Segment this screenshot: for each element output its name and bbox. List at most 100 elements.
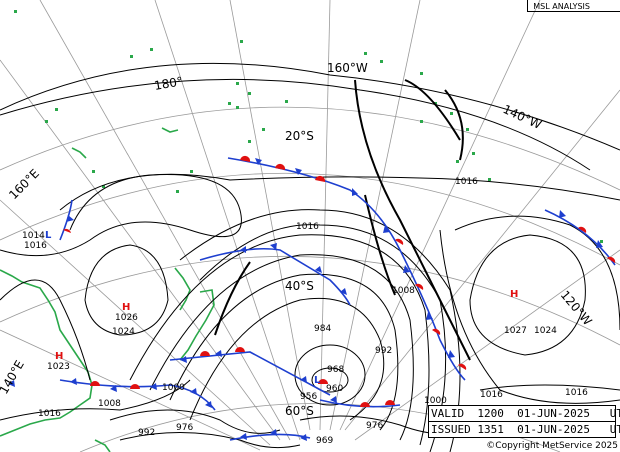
isobar-label: 1000: [162, 383, 185, 393]
troughs: [214, 79, 471, 361]
isobar-south-2: [119, 432, 301, 449]
isobar-west-wide: [0, 279, 91, 381]
isobar-east-outer: [454, 215, 620, 331]
isobar-north-2: [0, 78, 591, 171]
lat-label-60s: 60°S: [285, 404, 314, 418]
front-sw-2: [59, 379, 216, 411]
lon-label-120w: 120°W: [558, 288, 595, 328]
high-symbol-australia: H: [55, 351, 63, 362]
info-panel: VALID 1200 01-JUN-2025 UTC ISSUED 1351 0…: [428, 405, 620, 438]
isobar-label: 984: [314, 324, 331, 334]
pressure-centres: L 1014 H 1026 H 1023 H 1027 L 960: [22, 230, 527, 394]
issued-time: ISSUED 1351 01-JUN-2025 UTC: [429, 421, 620, 436]
isobar-1016-north: [59, 173, 620, 211]
front-symbols: [8, 155, 616, 441]
trough-5: [364, 194, 396, 296]
low-value-west: 1014: [22, 231, 45, 241]
high-symbol-east: H: [510, 289, 518, 300]
isobar-east-outer-2: [439, 229, 620, 404]
low-symbol-south: L: [314, 375, 321, 386]
isobar-label: 1024: [112, 327, 135, 337]
trough-3: [444, 89, 464, 161]
low-symbol-west: L: [45, 230, 52, 241]
meridian: [319, 0, 331, 431]
valid-time: VALID 1200 01-JUN-2025 UTC: [431, 407, 620, 420]
isobar-label: 976: [176, 423, 193, 433]
isobar-label: 976: [366, 421, 383, 431]
lon-label-180: 180°: [153, 74, 184, 93]
isobar-low-5: [149, 254, 414, 441]
isobar-1016-sw: [0, 379, 191, 421]
front-south-east: [319, 399, 401, 408]
isobar-label: 1016: [565, 388, 588, 398]
trough-4: [214, 261, 251, 336]
island-dots: [14, 10, 603, 243]
meridian: [39, 0, 291, 441]
meridian: [0, 329, 261, 451]
isobar-label: 1008: [392, 286, 415, 296]
isobar-east-high: [469, 234, 586, 356]
isobar-low-2: [294, 344, 366, 406]
lat-label-40s: 40°S: [285, 279, 314, 293]
header-box: [527, 0, 620, 12]
high-value-tasman: 1026: [115, 313, 138, 323]
fronts: [59, 157, 616, 441]
isobar-label: 1016: [480, 390, 503, 400]
isobar-low-6: [129, 234, 430, 446]
meridian: [229, 0, 311, 431]
isobar-outer-north: [0, 62, 620, 151]
chart-title: MSL ANALYSIS: [533, 2, 590, 11]
isobar-label: 1016: [455, 177, 478, 187]
isobar-low-7: [199, 224, 447, 452]
lon-label-160e: 160°E: [6, 166, 42, 202]
isobar-labels: 1016 1016 1016 1024 1008 984 968 992 100…: [24, 177, 588, 446]
meridian: [339, 0, 541, 431]
lon-label-160w: 160°W: [327, 61, 368, 75]
isobar-label: 968: [327, 365, 344, 375]
isobar-label: 992: [138, 428, 155, 438]
latitude-line-20s: [0, 106, 620, 191]
meridian: [154, 0, 301, 441]
high-symbol-tasman: H: [122, 302, 130, 313]
fiji: [161, 127, 179, 133]
isobar-1016-west: [0, 173, 242, 257]
meridian: [0, 59, 281, 441]
latitude-line-30s: [0, 172, 620, 266]
front-sw: [169, 351, 331, 396]
isobar-south-1: [109, 409, 281, 434]
isobar-label: 1016: [296, 222, 319, 232]
trough-1: [354, 79, 471, 361]
lon-label-140e: 140°E: [0, 358, 27, 397]
isobar-label: 1016: [24, 241, 47, 251]
isobar-label: 1008: [98, 399, 121, 409]
isobar-label: 1000: [424, 396, 447, 406]
new-zealand-south: [179, 289, 215, 361]
isobar-label: 956: [300, 392, 317, 402]
isobar-low-8: [179, 209, 461, 452]
isobar-1024-tasman: [84, 244, 169, 336]
isobar-label: 1016: [38, 409, 61, 419]
isobar-label: 969: [316, 436, 333, 446]
meridian: [329, 0, 421, 431]
front-north: [227, 157, 466, 381]
isobar-label: 992: [375, 346, 392, 356]
isobar-low-3: [189, 297, 385, 421]
meridian: [354, 249, 620, 441]
new-caledonia: [71, 147, 87, 159]
front-central: [199, 248, 351, 306]
high-value-australia: 1023: [47, 362, 70, 372]
isobar-low-1: [311, 367, 349, 393]
isobar-label: 1024: [534, 326, 557, 336]
high-value-east: 1027: [504, 326, 527, 336]
new-zealand-north: [174, 267, 191, 311]
low-value-south: 960: [326, 384, 343, 394]
isobars: [0, 62, 620, 452]
isobar-1016-se: [479, 384, 620, 391]
copyright: ©Copyright MetService 2025: [486, 441, 618, 451]
tasmania: [94, 439, 111, 452]
lat-label-20s: 20°S: [285, 129, 314, 143]
meridian: [344, 89, 620, 431]
meridian: [0, 199, 271, 446]
